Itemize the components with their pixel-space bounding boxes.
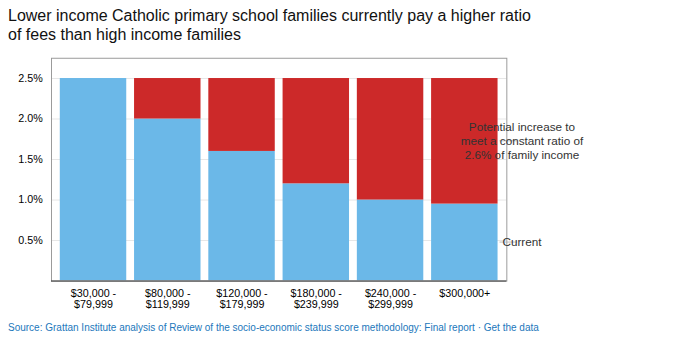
svg-text:Current: Current [502, 236, 542, 249]
html-text:Source: Grattan Institute anal: Source: Grattan Institute analysis of Re… [8, 322, 539, 333]
html-text:Lower income Catholic primary: Lower income Catholic primary school fam… [8, 7, 531, 44]
svg-text:$180,000 -$239,999: $180,000 -$239,999 [291, 288, 343, 311]
svg-text:0.5%: 0.5% [18, 234, 43, 246]
svg-text:$120,000 -$179,999: $120,000 -$179,999 [216, 288, 268, 311]
svg-text:1.5%: 1.5% [18, 153, 43, 165]
svg-text:Potential increase tomeet a co: Potential increase tomeet a constant rat… [461, 120, 584, 161]
svg-text:1.0%: 1.0% [18, 194, 43, 206]
svg-text:2.5%: 2.5% [18, 72, 43, 84]
svg-text:2.0%: 2.0% [18, 113, 43, 125]
svg-text:$300,000+: $300,000+ [439, 288, 490, 300]
svg-text:$80,000 -$119,999: $80,000 -$119,999 [145, 288, 191, 311]
svg-text:$240,000 -$299,999: $240,000 -$299,999 [365, 288, 417, 311]
svg-text:$30,000 -$79,999: $30,000 -$79,999 [71, 288, 117, 311]
